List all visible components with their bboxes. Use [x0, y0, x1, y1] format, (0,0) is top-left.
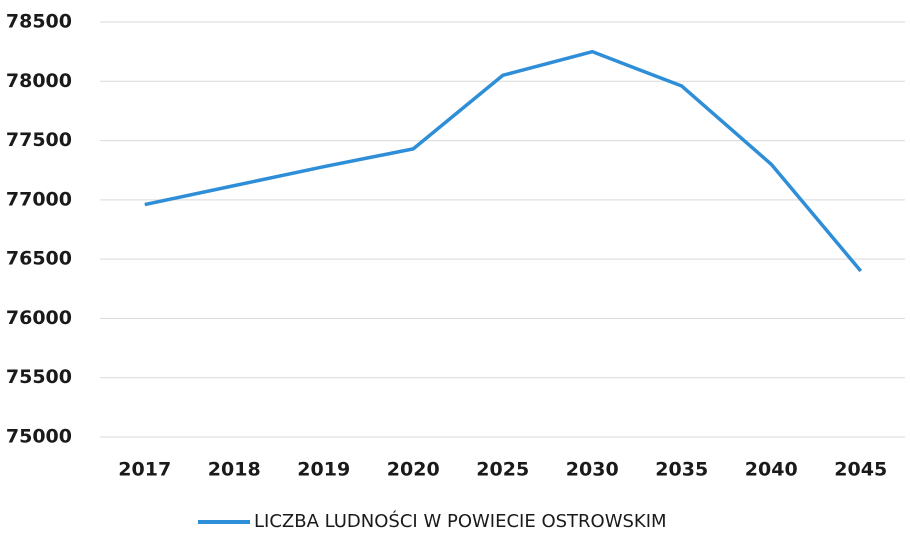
x-tick-label: 2017 [118, 459, 171, 481]
y-tick-label: 76500 [6, 248, 72, 270]
y-tick-label: 77500 [6, 129, 72, 151]
y-tick-label: 76000 [6, 307, 72, 329]
x-tick-label: 2035 [655, 459, 708, 481]
y-tick-label: 75000 [6, 426, 72, 448]
legend-label: LICZBA LUDNOŚCI W POWIECIE OSTROWSKIM [254, 510, 667, 532]
y-tick-label: 75500 [6, 366, 72, 388]
x-tick-label: 2019 [297, 459, 350, 481]
x-tick-label: 2045 [834, 459, 887, 481]
y-tick-label: 77000 [6, 188, 72, 210]
x-tick-label: 2030 [566, 459, 619, 481]
x-tick-label: 2018 [208, 459, 261, 481]
x-tick-label: 2025 [476, 459, 529, 481]
y-tick-label: 78000 [6, 70, 72, 92]
y-tick-label: 78500 [6, 11, 72, 33]
x-tick-label: 2020 [387, 459, 440, 481]
x-tick-label: 2040 [745, 459, 798, 481]
data-line [144, 49, 863, 273]
